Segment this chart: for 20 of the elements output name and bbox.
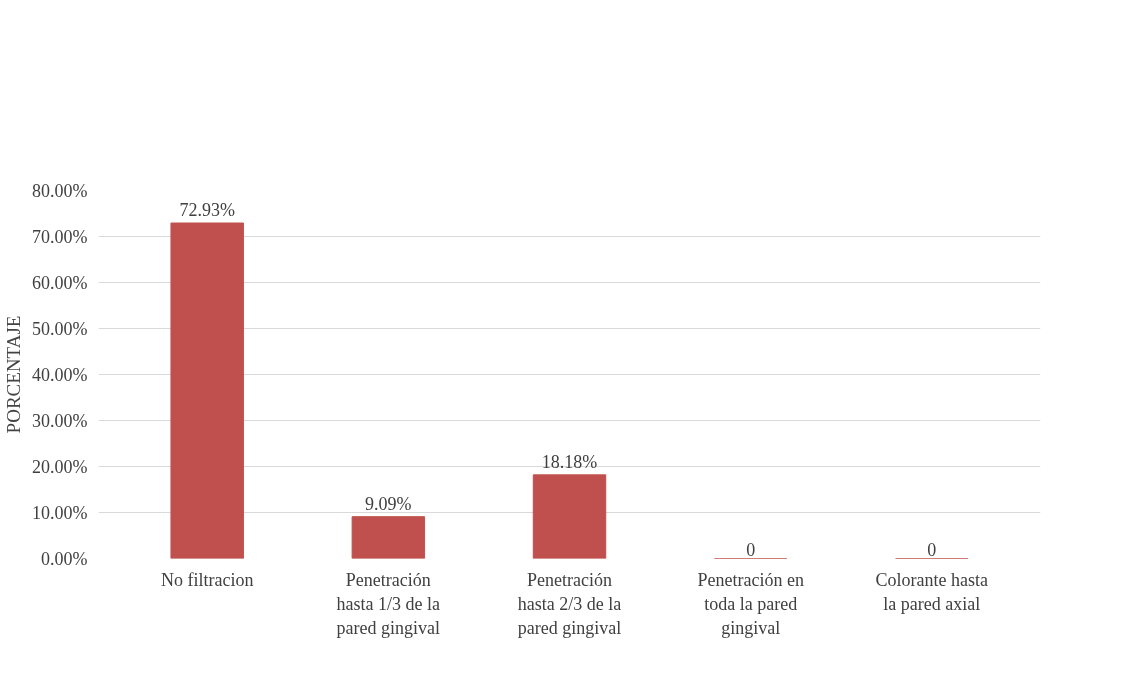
x-tick-label: No filtracion bbox=[160, 569, 254, 590]
data-label: 72.93% bbox=[179, 200, 235, 221]
y-tick-label: 50.00% bbox=[32, 318, 88, 339]
x-tick-label: Penetración hasta 2/3 de la pared gingival bbox=[517, 569, 622, 638]
data-label: 9.09% bbox=[365, 493, 412, 514]
data-label: 0 bbox=[746, 539, 756, 560]
y-tick-label: 40.00% bbox=[32, 364, 88, 385]
y-tick-label: 80.00% bbox=[32, 180, 88, 201]
x-tick-label: Penetración hasta 1/3 de la pared gingival bbox=[336, 569, 441, 638]
y-tick-label: 10.00% bbox=[32, 502, 88, 523]
data-label: 0 bbox=[927, 539, 937, 560]
data-label: 18.18% bbox=[541, 451, 598, 472]
y-axis-title: PORCENTAJE bbox=[3, 315, 25, 434]
y-tick-label: 0.00% bbox=[41, 548, 88, 569]
y-tick-label: 20.00% bbox=[32, 456, 88, 477]
y-tick-label: 30.00% bbox=[32, 410, 88, 431]
y-tick-label: 70.00% bbox=[32, 226, 88, 247]
y-tick-label: 60.00% bbox=[32, 272, 88, 293]
x-tick-label: Colorante hasta la pared axial bbox=[875, 569, 989, 614]
x-tick-label: Penetración en toda la pared gingival bbox=[697, 569, 804, 638]
